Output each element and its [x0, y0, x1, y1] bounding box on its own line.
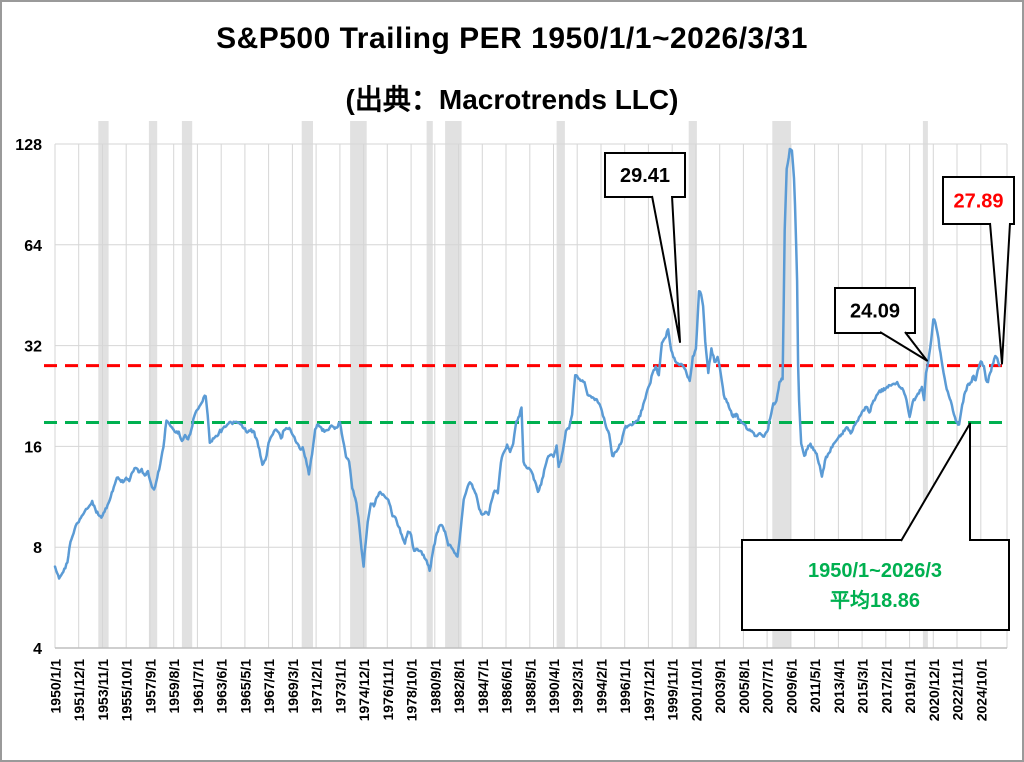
x-tick-label: 1997/12/1: [641, 659, 657, 721]
x-tick-label: 2020/12/1: [926, 659, 942, 721]
annotation-29-41-box: [604, 152, 686, 198]
recession-band: [556, 121, 565, 648]
x-tick-label: 1971/2/1: [309, 659, 325, 714]
x-tick-label: 2022/11/1: [950, 659, 966, 721]
annotation-29-41-label: 29.41: [620, 165, 670, 187]
y-tick-label: 64: [24, 238, 42, 255]
annotation-24-09-pointer: [879, 331, 928, 362]
recession-band: [148, 121, 158, 648]
x-tick-label: 2003/9/1: [712, 659, 728, 714]
chart-subtitle: (出典：Macrotrends LLC): [345, 84, 679, 115]
reference-lines: [44, 364, 1010, 424]
x-tick-label: 1982/8/1: [451, 659, 467, 714]
recession-band: [426, 121, 433, 648]
x-tick-label: 2001/10/1: [688, 659, 704, 721]
x-tick-label: 1967/4/1: [261, 659, 277, 714]
x-tick-label: 1961/7/1: [190, 659, 206, 714]
x-tick-label: 1980/9/1: [427, 659, 443, 714]
annotation-29-41-pointer: [651, 195, 681, 343]
y-tick-label: 128: [15, 137, 42, 154]
x-tick-label: 1957/9/1: [143, 659, 159, 714]
y-tick-label: 8: [33, 540, 42, 557]
x-tick-label: 1988/5/1: [522, 659, 538, 714]
annotation-27-89-label: 27.89: [953, 191, 1003, 213]
x-tick-label: 1965/5/1: [237, 659, 253, 714]
x-tick-label: 2017/2/1: [878, 659, 894, 714]
x-tick-label: 1953/11/1: [95, 659, 111, 721]
y-tick-label: 16: [24, 439, 42, 456]
recession-band: [98, 121, 109, 648]
y-tick-label: 4: [33, 641, 42, 658]
annotation-24-09-label: 24.09: [850, 301, 900, 323]
x-tick-label: 1955/10/1: [119, 659, 135, 721]
mean-note-callout: 1950/1~2026/3 平均18.86: [741, 422, 1010, 631]
mean-note-box: [741, 539, 1010, 631]
x-tick-label: 2013/4/1: [831, 659, 847, 714]
x-tick-label: 1994/2/1: [594, 659, 610, 714]
annotation-27-89: 27.89: [942, 176, 1015, 365]
x-tick-label: 2024/10/1: [973, 659, 989, 721]
x-tick-label: 1973/1/1: [332, 659, 348, 714]
y-axis-labels: 128 64 32 16 8 4: [15, 137, 42, 658]
recession-band: [350, 121, 367, 648]
x-tick-label: 1959/8/1: [166, 659, 182, 714]
x-tick-label: 1984/7/1: [475, 659, 491, 714]
annotation-29-41: 29.41: [604, 152, 686, 343]
annotation-27-89-box: [942, 176, 1015, 225]
x-tick-label: 2019/1/1: [902, 659, 918, 714]
y-tick-label: 32: [24, 339, 42, 356]
x-tick-label: 1974/12/1: [356, 659, 372, 721]
annotation-24-09-box: [834, 287, 916, 334]
recession-band: [688, 121, 697, 648]
per-series-line: [53, 147, 1001, 580]
x-tick-label: 1992/3/1: [570, 659, 586, 714]
recession-band: [772, 121, 791, 648]
mean-note-line1: 1950/1~2026/3: [808, 560, 942, 582]
x-tick-label: 2005/8/1: [736, 659, 752, 714]
chart-title: S&P500 Trailing PER 1950/1/1~2026/3/31: [216, 22, 808, 55]
x-tick-label: 1978/10/1: [404, 659, 420, 721]
annotation-24-09: 24.09: [834, 287, 928, 362]
x-tick-label: 1969/3/1: [285, 659, 301, 714]
mean-note-line2: 平均18.86: [830, 588, 920, 612]
x-tick-label: 2007/7/1: [760, 659, 776, 714]
x-tick-label: 1963/6/1: [214, 659, 230, 714]
x-axis-labels: 1950/1/1 1951/12/1 1953/11/1 1955/10/1 1957/…: [48, 659, 990, 722]
x-tick-label: 1951/12/1: [71, 659, 87, 721]
x-tick-label: 1990/4/1: [546, 659, 562, 714]
x-tick-label: 2009/6/1: [783, 659, 799, 714]
mean-note-pointer: [900, 422, 971, 542]
x-tick-label: 1996/1/1: [617, 659, 633, 714]
recession-band: [301, 121, 313, 648]
x-tick-label: 2011/5/1: [807, 659, 823, 713]
recession-band: [445, 121, 462, 648]
x-tick-label: 2015/3/1: [855, 659, 871, 714]
x-tick-label: 1950/1/1: [48, 659, 64, 714]
annotation-27-89-pointer: [989, 222, 1011, 365]
x-tick-label: 1976/11/1: [380, 659, 396, 721]
recession-band: [181, 121, 193, 648]
x-tick-label: 1986/6/1: [499, 659, 515, 714]
x-tick-label: 1999/11/1: [665, 659, 681, 721]
